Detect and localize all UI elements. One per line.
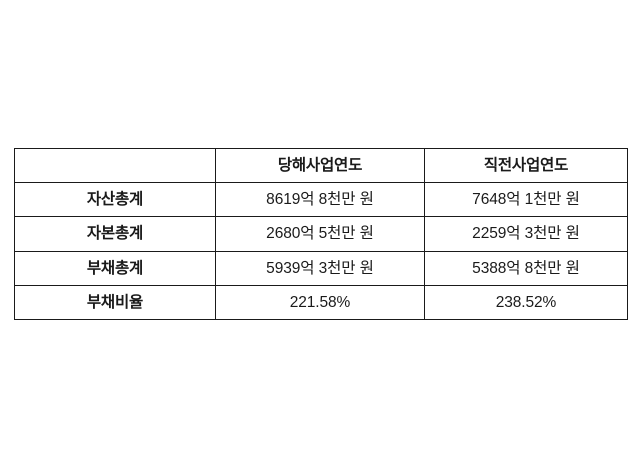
table-row: 자산총계 8619억 8천만 원 7648억 1천만 원 (14, 182, 628, 218)
table-header-row: 당해사업연도 직전사업연도 (14, 147, 628, 184)
finance-summary-table: 당해사업연도 직전사업연도 자산총계 8619억 8천만 원 7648억 1천만… (14, 147, 628, 320)
cell-debt-ratio-current: 221.58% (215, 284, 425, 320)
row-header-total-assets: 자산총계 (14, 182, 216, 218)
cell-total-assets-current: 8619억 8천만 원 (215, 182, 425, 218)
table-row: 부채비율 221.58% 238.52% (14, 284, 628, 320)
row-header-total-equity: 자본총계 (14, 216, 216, 252)
cell-total-liabilities-prior: 5388억 8천만 원 (424, 250, 628, 286)
cell-debt-ratio-prior: 238.52% (424, 284, 628, 320)
column-header-current-year: 당해사업연도 (215, 147, 425, 184)
finance-table-container: 당해사업연도 직전사업연도 자산총계 8619억 8천만 원 7648억 1천만… (14, 147, 628, 320)
cell-total-liabilities-current: 5939억 3천만 원 (215, 250, 425, 286)
cell-total-equity-prior: 2259억 3천만 원 (424, 216, 628, 252)
table-corner-cell (14, 147, 216, 184)
cell-total-equity-current: 2680억 5천만 원 (215, 216, 425, 252)
cell-total-assets-prior: 7648억 1천만 원 (424, 182, 628, 218)
row-header-total-liabilities: 부채총계 (14, 250, 216, 286)
table-row: 부채총계 5939억 3천만 원 5388억 8천만 원 (14, 250, 628, 286)
column-header-prior-year: 직전사업연도 (424, 147, 628, 184)
table-row: 자본총계 2680억 5천만 원 2259억 3천만 원 (14, 216, 628, 252)
row-header-debt-ratio: 부채비율 (14, 284, 216, 320)
